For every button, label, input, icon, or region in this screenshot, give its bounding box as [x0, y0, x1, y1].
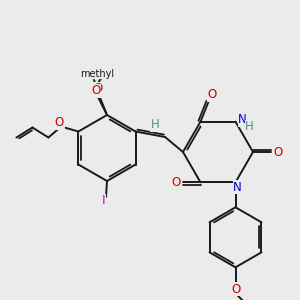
Text: O: O [55, 116, 64, 129]
Text: N: N [233, 181, 242, 194]
Text: H: H [245, 120, 254, 133]
Text: O: O [273, 146, 283, 158]
Text: O: O [92, 85, 100, 98]
Text: O: O [93, 82, 103, 95]
Text: I: I [102, 194, 106, 208]
Text: O: O [208, 88, 217, 101]
Text: methyl: methyl [80, 69, 114, 79]
Text: O: O [171, 176, 180, 189]
Text: O: O [231, 283, 240, 296]
Text: N: N [238, 113, 247, 126]
Text: H: H [151, 118, 159, 131]
